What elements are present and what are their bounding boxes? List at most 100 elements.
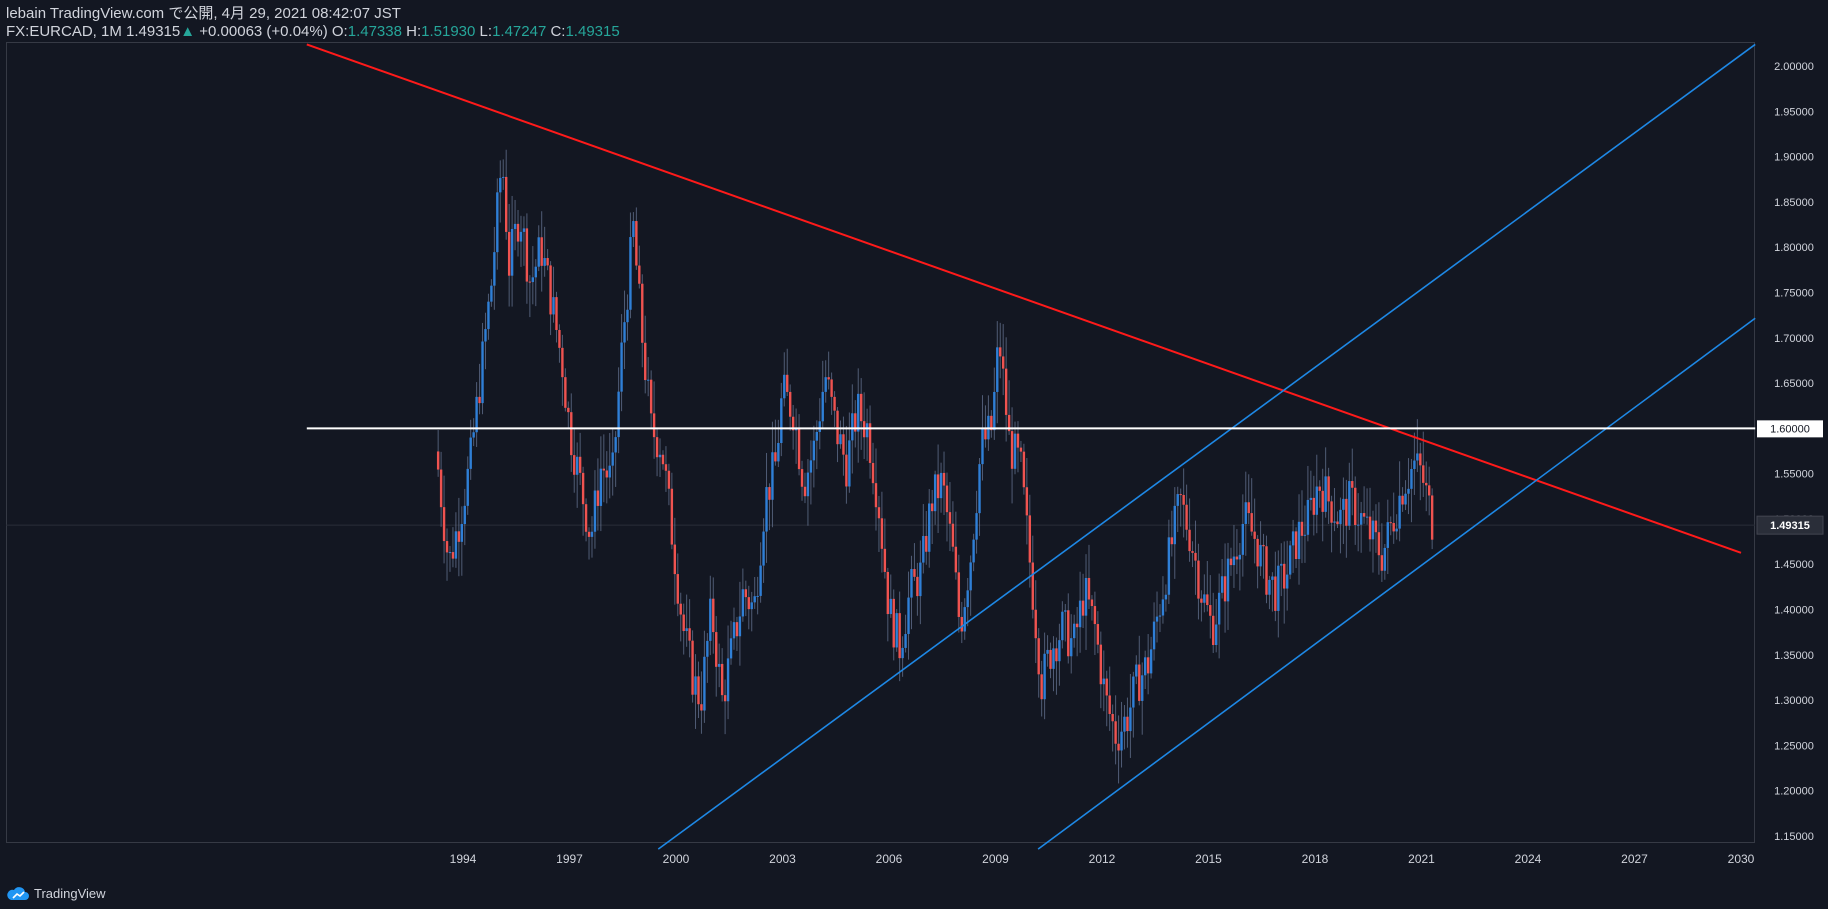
candle-up <box>756 576 759 615</box>
candle-down <box>999 322 1002 379</box>
candle-body <box>1362 513 1366 517</box>
candle-body <box>1146 657 1150 674</box>
candle-body <box>646 379 650 381</box>
candle-down <box>697 661 700 719</box>
candle-up <box>969 555 972 616</box>
candle-body <box>883 548 887 572</box>
candle-body <box>1241 523 1245 555</box>
candle-body <box>1247 502 1250 514</box>
candle-up <box>632 212 635 248</box>
candle-body <box>1173 505 1176 545</box>
candle-up <box>771 421 774 528</box>
y-tick-label: 1.30000 <box>1774 695 1814 707</box>
candle-body <box>1108 695 1111 714</box>
candle-down <box>957 554 961 633</box>
candle-body <box>720 663 724 696</box>
candle-down <box>504 149 508 240</box>
candle-up <box>1141 662 1144 735</box>
candle-down <box>1336 511 1339 529</box>
candle-down <box>1067 593 1070 664</box>
candle-up <box>469 419 472 480</box>
candle-up <box>1084 554 1088 650</box>
candle-body <box>1262 544 1265 547</box>
candle-up <box>780 382 783 457</box>
candle-body <box>1351 481 1354 488</box>
candle-body <box>694 676 697 695</box>
candle-down <box>555 291 558 343</box>
candle-body <box>481 341 484 404</box>
candle-body <box>611 452 614 466</box>
candle-body <box>1339 509 1342 525</box>
candle-body <box>1096 624 1100 645</box>
candle-up <box>1309 470 1313 511</box>
candle-up <box>895 609 898 652</box>
candle-body <box>451 552 455 559</box>
candle-down <box>747 585 750 630</box>
candle-body <box>664 464 668 471</box>
candle-down <box>478 363 481 415</box>
candle-body <box>960 616 963 632</box>
candle-body <box>513 223 517 229</box>
candle-body <box>590 531 594 537</box>
candle-up <box>1058 623 1061 686</box>
candle-body <box>1203 594 1206 603</box>
candle-body <box>771 452 774 500</box>
candle-up <box>590 516 594 558</box>
candle-down <box>1007 380 1011 435</box>
candle-down <box>1294 527 1298 569</box>
candle-down <box>1377 502 1381 575</box>
candle-body <box>854 413 857 432</box>
candle-body <box>759 565 762 596</box>
candle-up <box>1070 614 1073 674</box>
candle-up <box>1155 591 1159 643</box>
candle-up <box>685 594 688 647</box>
candle-up <box>623 290 626 370</box>
tradingview-logo[interactable]: TradingView <box>6 886 106 901</box>
candle-body <box>487 301 490 330</box>
candle-body <box>1167 537 1171 595</box>
time-axis: 1994 1997 2000 2003 2006 2009 2012 2015 2018 2021… <box>450 852 1755 866</box>
candle-up <box>1306 465 1310 542</box>
candle-down <box>661 450 665 470</box>
candle-down <box>1389 516 1392 536</box>
candle-body <box>877 507 881 519</box>
candle-up <box>460 506 464 576</box>
candle-body <box>732 622 736 639</box>
candle-down <box>525 213 529 304</box>
candle-up <box>759 542 762 603</box>
candle-body <box>1120 731 1123 751</box>
candle-up <box>646 357 650 397</box>
candle-body <box>472 432 475 438</box>
candle-body <box>990 415 993 431</box>
candle-down <box>516 210 520 257</box>
candle-body <box>1398 495 1401 529</box>
candle-up <box>519 215 523 267</box>
candle-body <box>1031 562 1034 610</box>
candle-down <box>1090 595 1094 621</box>
candle-up <box>1220 559 1224 599</box>
candle-up <box>466 456 469 515</box>
candle-up <box>1164 584 1168 612</box>
candle-up <box>889 574 892 618</box>
candle-up <box>821 360 824 429</box>
candle-body <box>839 434 842 445</box>
candle-up <box>1176 486 1179 533</box>
candle-body <box>1179 494 1182 496</box>
candle-body <box>845 454 848 487</box>
candle-body <box>1253 531 1256 539</box>
candle-down <box>1229 547 1233 576</box>
y-tick-label: 1.40000 <box>1774 605 1814 617</box>
candle-down <box>803 472 807 504</box>
low-label: L: <box>479 23 493 40</box>
candle-body <box>1185 504 1188 530</box>
candle-body <box>510 228 514 276</box>
candle-body <box>981 429 984 465</box>
candle-down <box>540 211 543 292</box>
candle-body <box>712 598 715 633</box>
candle-up <box>910 555 913 630</box>
candle-up <box>608 433 611 499</box>
candle-down <box>652 381 656 459</box>
candle-body <box>1419 453 1422 466</box>
candle-down <box>1283 541 1286 624</box>
